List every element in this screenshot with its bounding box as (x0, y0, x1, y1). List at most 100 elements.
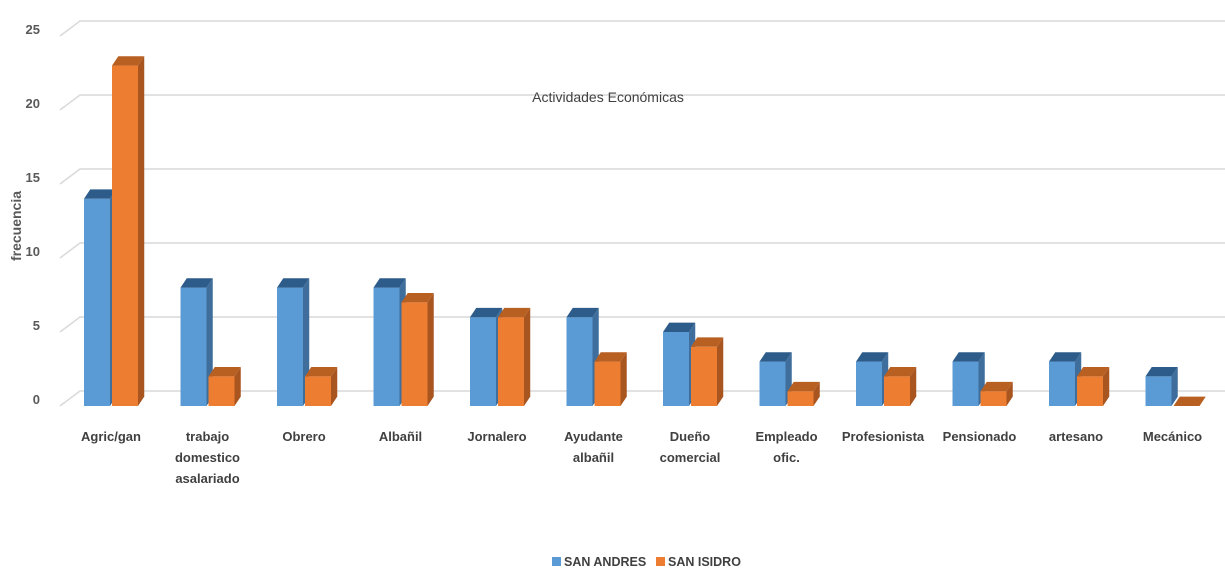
bar-front (663, 332, 689, 406)
y-tick-label: 25 (26, 22, 40, 37)
bar-side (234, 367, 241, 406)
bar-front (1077, 376, 1103, 406)
x-tick-label-line: Empleado (755, 429, 817, 444)
bar-san-andres (856, 352, 889, 406)
bar-side (813, 381, 820, 406)
x-tick-label: Ayudante albañil (564, 429, 623, 465)
bar-side (331, 367, 338, 406)
bar-top (1077, 367, 1110, 377)
bar-front (498, 317, 524, 406)
y-tick-label: 0 (33, 392, 40, 407)
bar-front (884, 376, 910, 406)
chart-title: Actividades Económicas (532, 89, 684, 105)
bar-top (208, 367, 241, 377)
gridline (59, 316, 1225, 333)
bar-san-andres (759, 352, 792, 406)
bar-top (787, 381, 820, 392)
bar-san-isidro (305, 367, 338, 406)
legend-label: SAN ANDRES (564, 555, 646, 569)
bar-front (180, 287, 207, 406)
bar-front (208, 376, 235, 406)
y-axis-label: frecuencia (8, 191, 24, 261)
bar-top (663, 322, 696, 332)
x-tick-label-line: ofic. (773, 450, 800, 465)
bar-front (277, 287, 303, 406)
x-tick-label-line: Pensionado (943, 429, 1017, 444)
x-tick-label: Empleado ofic. (755, 429, 817, 465)
bar-top (566, 307, 599, 318)
bar-front (759, 361, 786, 406)
x-tick-label-line: Profesionista (842, 429, 925, 444)
x-tick-label-line: asalariado (175, 471, 239, 486)
bar-san-isidro (980, 381, 1013, 406)
x-tick-labels: Agric/gan trabajo domestico asalariado Obrer… (81, 429, 1202, 486)
bar-side (620, 352, 627, 406)
bar-front (373, 287, 400, 406)
bar-front (691, 346, 717, 406)
bar-top (373, 278, 406, 288)
bar-top (1049, 352, 1082, 362)
legend-swatch (656, 557, 665, 566)
bar-side (138, 56, 145, 406)
bar-san-isidro (1077, 367, 1110, 406)
x-tick-label: Jornalero (467, 429, 526, 444)
bar-front (1049, 361, 1075, 406)
gridline (59, 242, 1225, 259)
bar-top (856, 352, 889, 362)
x-tick-label: Albañil (379, 429, 422, 444)
bar-top (401, 293, 434, 303)
gridline (59, 20, 1225, 37)
bar-front (952, 361, 979, 406)
gridline (59, 390, 1225, 407)
bar-front (470, 317, 496, 406)
bar-front (787, 391, 814, 406)
bar-san-andres (277, 278, 310, 406)
bar-san-andres (952, 352, 985, 406)
bar-top (470, 307, 503, 318)
x-tick-label-line: Ayudante (564, 429, 623, 444)
bar-san-andres (1049, 352, 1082, 406)
bar-front (112, 65, 138, 406)
bar-top (594, 352, 627, 362)
x-tick-label-line: trabajo (186, 429, 229, 444)
legend-item: SAN ISIDRO (656, 555, 741, 569)
gridline (59, 168, 1225, 185)
legend-label: SAN ISIDRO (668, 555, 741, 569)
bar-side (524, 307, 531, 406)
y-tick-label: 15 (26, 170, 40, 185)
bars (84, 56, 1206, 406)
x-tick-label: trabajo domestico asalariado (175, 429, 240, 486)
x-tick-label: Agric/gan (81, 429, 141, 444)
bar-san-isidro (691, 337, 724, 406)
bar-top (691, 337, 724, 347)
y-tick-label: 5 (33, 318, 40, 333)
bar-san-andres (470, 307, 503, 406)
legend: SAN ANDRES SAN ISIDRO (552, 555, 741, 569)
x-tick-label: Dueño comercial (660, 429, 721, 465)
x-tick-label: artesano (1049, 429, 1103, 444)
bar-san-isidro (884, 367, 917, 406)
bar-san-isidro (1173, 396, 1206, 406)
x-tick-label-line: Mecánico (1143, 429, 1202, 444)
bar-front (856, 361, 882, 406)
x-tick-label-line: Jornalero (467, 429, 526, 444)
bar-front (305, 376, 331, 406)
x-tick-label-line: Albañil (379, 429, 422, 444)
bar-front (401, 302, 428, 406)
x-tick-label: Obrero (282, 429, 325, 444)
x-tick-label: Mecánico (1143, 429, 1202, 444)
gridline (59, 94, 1225, 111)
x-tick-label: Pensionado (943, 429, 1017, 444)
x-tick-label-line: albañil (573, 450, 614, 465)
x-tick-label-line: comercial (660, 450, 721, 465)
bar-side (1103, 367, 1110, 406)
bar-top (180, 278, 213, 288)
bar-san-andres (373, 278, 406, 406)
bar-san-isidro (112, 56, 145, 406)
bar-top (1173, 396, 1206, 406)
bar-san-isidro (208, 367, 241, 406)
y-tick-label: 10 (26, 244, 40, 259)
bar-top (884, 367, 917, 377)
bar-san-andres (566, 307, 599, 406)
